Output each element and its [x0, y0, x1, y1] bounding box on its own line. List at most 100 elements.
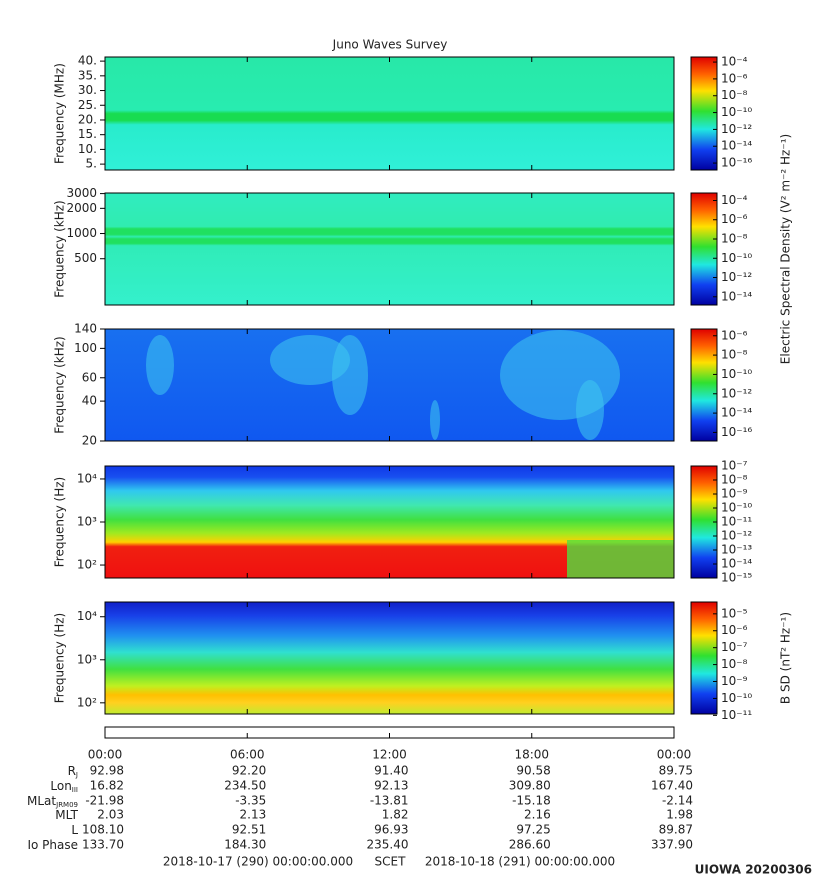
colorbar-tick-label: 10⁻⁶ — [721, 71, 748, 85]
ephemeris-value: 309.80 — [509, 779, 551, 793]
y-tick-label: 40. — [78, 54, 97, 68]
y-tick-label: 1000 — [66, 226, 97, 240]
emission-patch — [270, 335, 350, 385]
y-tick-label: 40 — [82, 394, 97, 408]
ephemeris-value: 16.82 — [90, 779, 124, 793]
ephemeris-value: -13.81 — [370, 794, 409, 808]
ephemeris-value: 2.16 — [524, 808, 551, 822]
colorbar-tick-label: 10⁻⁸ — [721, 657, 748, 671]
y-axis-label: Frequency (Hz) — [53, 613, 67, 704]
emission-patch — [567, 540, 674, 578]
colorbar-tick-label: 10⁻⁵ — [721, 606, 748, 620]
y-tick-label: 10⁴ — [77, 471, 97, 485]
colorbar-tick-label: 10⁻¹⁴ — [721, 557, 752, 571]
ephemeris-value: 89.87 — [659, 823, 693, 837]
y-axis-label: Frequency (kHz) — [53, 336, 67, 433]
ephemeris-label-sub: III — [72, 786, 78, 794]
colorbar-tick-label: 10⁻¹⁶ — [721, 156, 752, 170]
colorbar-tick-label: 10⁻¹⁴ — [721, 406, 752, 420]
y-tick-label: 5. — [86, 157, 97, 171]
ephemeris-value: -3.35 — [235, 794, 266, 808]
x-tick-label: 12:00 — [372, 748, 407, 762]
y-tick-label: 60 — [82, 370, 97, 384]
ephemeris-value: 92.13 — [374, 779, 408, 793]
colorbar-tick-label: 10⁻¹² — [721, 386, 752, 400]
colorbar-tick-label: 10⁻⁸ — [721, 348, 748, 362]
y-tick-label: 35. — [78, 68, 97, 82]
colorbar-tick-label: 10⁻¹² — [721, 270, 752, 284]
y-axis-label: Frequency (MHz) — [53, 63, 67, 164]
ephemeris-label: MLatJRM09 — [27, 794, 78, 810]
y-tick-label: 20 — [82, 434, 97, 448]
colorbar-label: B SD (nT² Hz⁻¹) — [779, 612, 793, 704]
spectrogram — [105, 57, 674, 170]
colorbar-tick-label: 10⁻¹⁵ — [721, 571, 752, 585]
y-tick-label: 140 — [74, 322, 97, 336]
ephemeris-value: 92.20 — [232, 764, 266, 778]
ephemeris-label-text: R — [68, 764, 76, 778]
colorbar — [690, 56, 718, 171]
colorbar-tick-label: 10⁻⁶ — [721, 328, 748, 342]
colorbar-tick-label: 10⁻¹⁴ — [721, 289, 752, 303]
ephemeris-value: -2.14 — [662, 794, 693, 808]
colorbar-tick-label: 10⁻¹² — [721, 122, 752, 136]
y-tick-label: 10² — [77, 558, 97, 572]
colorbar-tick-label: 10⁻⁷ — [721, 640, 748, 654]
y-tick-label: 25. — [78, 98, 97, 112]
y-tick-label: 500 — [74, 251, 97, 265]
y-axis-label: Frequency (Hz) — [53, 477, 67, 568]
colorbar-tick-label: 10⁻⁶ — [721, 623, 748, 637]
ephemeris-value: 91.40 — [374, 764, 408, 778]
colorbar-label: Electric Spectral Density (V² m⁻² Hz⁻¹) — [779, 134, 793, 364]
ephemeris-label-sub: J — [75, 771, 78, 779]
footer-end: 2018-10-18 (291) 00:00:00.000 — [425, 855, 615, 869]
ephemeris-value: 90.58 — [516, 764, 550, 778]
emission-patch — [430, 400, 440, 440]
y-axis-label: Frequency (kHz) — [53, 200, 67, 297]
colorbar — [690, 465, 718, 579]
ephemeris-value: 133.70 — [82, 838, 124, 852]
colorbar-tick-label: 10⁻¹⁰ — [721, 251, 752, 265]
ephemeris-value: 167.40 — [651, 779, 693, 793]
y-tick-label: 10⁴ — [77, 609, 97, 623]
ephemeris-value: 97.25 — [516, 823, 550, 837]
ephemeris-value: 2.13 — [240, 808, 267, 822]
x-tick-label: 06:00 — [230, 748, 265, 762]
colorbar-tick-label: 10⁻⁸ — [721, 473, 748, 487]
colorbar-tick-label: 10⁻⁴ — [721, 55, 748, 69]
ephemeris-label: Io Phase — [27, 838, 78, 852]
ephemeris-label-sub: JRM09 — [55, 801, 78, 809]
colorbar-tick-label: 10⁻⁸ — [721, 232, 748, 246]
x-tick-label: 18:00 — [514, 748, 549, 762]
x-tick-label: 00:00 — [657, 748, 692, 762]
emission-patch — [146, 335, 174, 395]
y-tick-label: 30. — [78, 83, 97, 97]
colorbar-tick-label: 10⁻¹¹ — [721, 708, 752, 722]
footer-stamp: UIOWA 20200306 — [695, 863, 812, 877]
ephemeris-value: 108.10 — [82, 823, 124, 837]
ephemeris-value: 2.03 — [97, 808, 124, 822]
colorbar — [690, 601, 718, 715]
emission-patch — [332, 335, 368, 415]
colorbar-tick-label: 10⁻¹⁰ — [721, 501, 752, 515]
ephemeris-value: -15.18 — [512, 794, 551, 808]
footer-center: SCET — [375, 855, 407, 869]
y-tick-label: 3000 — [66, 186, 97, 200]
emission-patch — [576, 380, 604, 440]
y-tick-label: 20. — [78, 112, 97, 126]
colorbar-tick-label: 10⁻¹⁴ — [721, 139, 752, 153]
ephemeris-label: MLT — [55, 808, 78, 822]
ephemeris-value: 235.40 — [367, 838, 409, 852]
ephemeris-value: 96.93 — [374, 823, 408, 837]
footer-start: 2018-10-17 (290) 00:00:00.000 — [163, 855, 353, 869]
colorbar-tick-label: 10⁻¹¹ — [721, 515, 752, 529]
colorbar-tick-label: 10⁻¹⁶ — [721, 425, 752, 439]
ephemeris-label: L — [71, 823, 78, 837]
colorbar-tick-label: 10⁻⁷ — [721, 459, 748, 473]
colorbar-tick-label: 10⁻⁴ — [721, 193, 748, 207]
ephemeris-value: 1.98 — [666, 808, 693, 822]
ephemeris-label: LonIII — [50, 779, 78, 795]
colorbar-tick-label: 10⁻⁶ — [721, 212, 748, 226]
colorbar-tick-label: 10⁻⁹ — [721, 487, 748, 501]
colorbar — [690, 192, 718, 306]
